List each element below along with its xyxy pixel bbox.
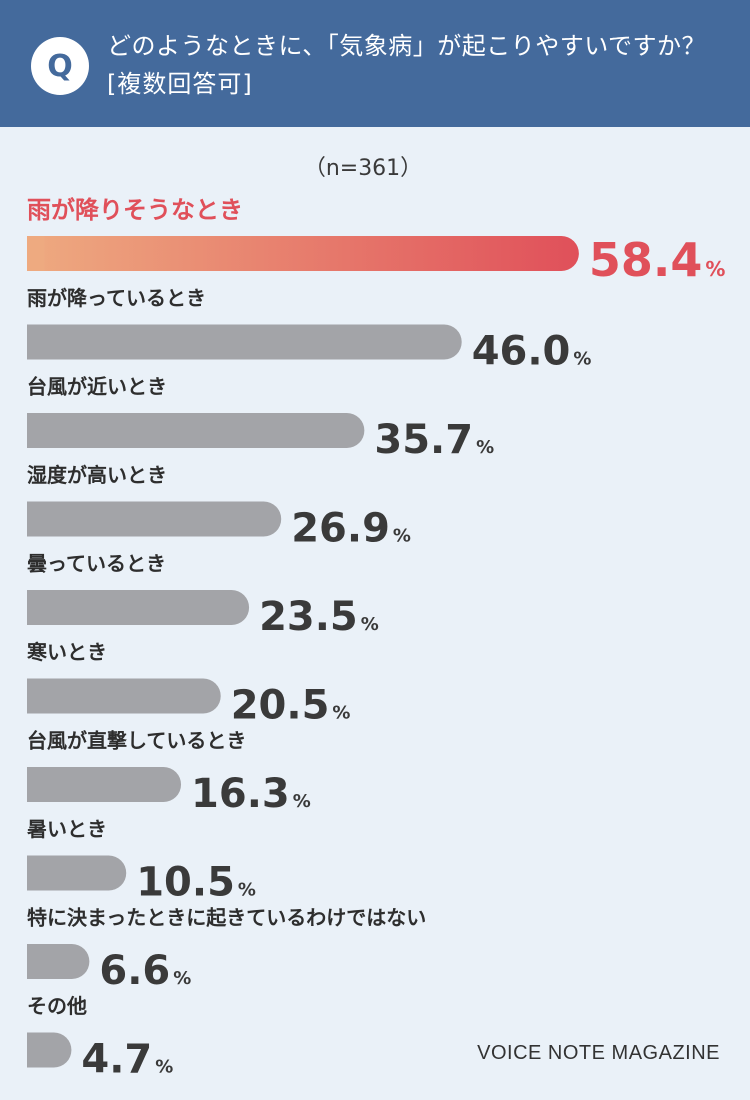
bar-left-edge: [27, 324, 45, 360]
bar: [27, 678, 221, 714]
value-number: 58.4: [589, 233, 703, 287]
value-unit: %: [332, 703, 350, 724]
value-label: 20.5%: [231, 683, 351, 729]
value-number: 4.7: [81, 1037, 152, 1083]
value-label: 23.5%: [259, 594, 379, 640]
category-label: 台風が近いとき: [27, 375, 167, 399]
category-label: 台風が直撃しているとき: [27, 729, 246, 753]
value-label: 26.9%: [291, 506, 411, 552]
credit-text: VOICE NOTE MAGAZINE: [477, 1042, 720, 1064]
value-unit: %: [393, 526, 411, 547]
value-label: 46.0%: [472, 329, 592, 375]
bar: [27, 324, 462, 360]
value-label: 58.4%: [589, 233, 726, 287]
bar-left-edge: [27, 855, 45, 891]
value-unit: %: [238, 880, 256, 901]
value-unit: %: [476, 437, 494, 458]
value-label: 4.7%: [81, 1037, 173, 1083]
question-header: Q どのようなときに、「気象病」が起こりやすいですか？ [複数回答可]: [0, 0, 750, 127]
bar-left-edge: [27, 678, 45, 714]
multiple-answer-note: [複数回答可]: [107, 70, 253, 98]
value-number: 16.3: [191, 771, 290, 817]
bar: [27, 767, 182, 802]
category-label: 暑いとき: [27, 817, 107, 841]
category-label: 特に決まったときに起きているわけではない: [27, 906, 426, 930]
value-unit: %: [293, 791, 311, 812]
category-label: 寒いとき: [27, 640, 107, 664]
bar: [27, 855, 127, 891]
value-number: 26.9: [291, 506, 390, 552]
value-unit: %: [155, 1057, 173, 1078]
value-number: 20.5: [231, 683, 330, 729]
bar-left-edge: [27, 236, 45, 271]
value-number: 46.0: [472, 329, 571, 375]
value-number: 10.5: [136, 860, 235, 906]
value-label: 6.6%: [99, 948, 191, 994]
bar: [27, 413, 365, 448]
value-label: 10.5%: [136, 860, 256, 906]
bar-left-edge: [27, 944, 45, 979]
bar-left-edge: [27, 767, 45, 802]
sample-size: （n=361）: [303, 156, 423, 181]
bar: [27, 590, 250, 625]
value-number: 23.5: [259, 594, 358, 640]
bar-left-edge: [27, 501, 45, 537]
bar: [27, 501, 282, 537]
bar-left-edge: [27, 590, 45, 625]
category-label: 曇っているとき: [27, 552, 166, 576]
value-unit: %: [173, 968, 191, 989]
category-label: 湿度が高いとき: [27, 463, 167, 487]
value-number: 35.7: [374, 417, 473, 463]
value-unit: %: [361, 614, 379, 635]
category-label: その他: [27, 994, 87, 1018]
value-label: 35.7%: [374, 417, 494, 463]
value-unit: %: [573, 349, 591, 370]
question-badge: Q: [31, 37, 89, 95]
question-text: どのようなときに、「気象病」が起こりやすいですか？: [107, 32, 707, 60]
value-unit: %: [705, 257, 725, 281]
value-label: 16.3%: [191, 771, 311, 817]
value-number: 6.6: [99, 948, 170, 994]
category-label: 雨が降りそうなとき: [27, 196, 243, 224]
bar-left-edge: [27, 413, 45, 448]
bar: [27, 236, 579, 271]
category-label: 雨が降っているとき: [27, 286, 206, 310]
bar-left-edge: [27, 1032, 45, 1068]
